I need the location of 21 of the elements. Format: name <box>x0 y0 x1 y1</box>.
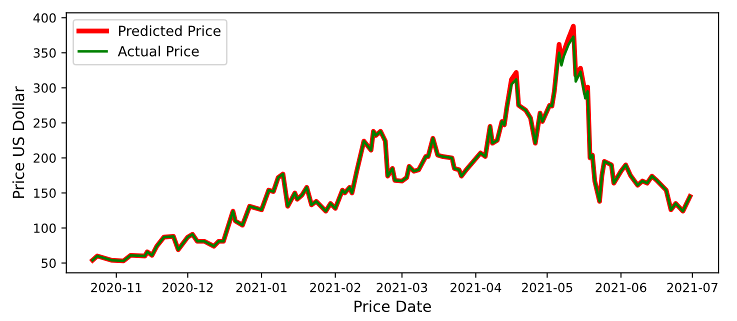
legend-label: Actual Price <box>118 46 199 56</box>
y-tick-label: 300 <box>34 83 56 93</box>
y-tick-label: 250 <box>34 118 56 128</box>
x-tick-label: 2021-05 <box>522 282 572 292</box>
x-tick-label: 2021-01 <box>236 282 286 292</box>
legend-label: Predicted Price <box>119 25 220 36</box>
x-tick-label: 2021-07 <box>667 282 718 292</box>
x-tick-label: 2020-12 <box>162 282 213 292</box>
y-axis-title: Price US Dollar <box>12 86 24 198</box>
x-tick-label: 2021-06 <box>596 282 646 292</box>
y-tick-label: 200 <box>34 153 56 163</box>
y-tick-label: 50 <box>42 258 56 268</box>
x-axis-title: Price Date <box>354 300 431 312</box>
x-tick-label: 2020-11 <box>91 282 142 292</box>
y-tick-label: 350 <box>34 48 56 58</box>
x-tick-label: 2021-04 <box>450 282 502 292</box>
x-tick-label: 2021-02 <box>310 282 360 292</box>
y-tick-label: 150 <box>34 188 56 198</box>
y-tick-label: 400 <box>33 13 56 23</box>
y-tick-label: 100 <box>34 223 56 233</box>
x-tick-label: 2021-03 <box>376 282 428 292</box>
